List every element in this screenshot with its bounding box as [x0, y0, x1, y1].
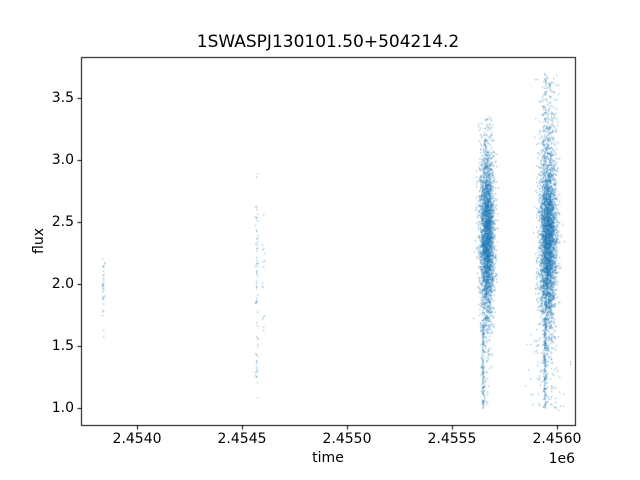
y-axis-label: flux: [31, 228, 47, 254]
y-tick-label: 2.5: [51, 214, 74, 231]
x-tick-label: 2.4545: [217, 431, 267, 447]
x-axis-offset-label: 1e6: [548, 451, 575, 467]
x-tick-label: 2.4555: [427, 431, 477, 447]
y-tick-label: 3.5: [51, 90, 74, 107]
y-tick-label: 1.5: [51, 338, 74, 355]
y-tick-label: 2.0: [51, 276, 74, 293]
y-tick-label: 1.0: [51, 400, 74, 417]
x-axis-label: time: [312, 450, 344, 466]
plot-title: 1SWASPJ130101.50+504214.2: [196, 32, 460, 52]
x-tick-label: 2.4560: [532, 431, 582, 447]
y-tick-label: 3.0: [51, 152, 74, 169]
x-tick-label: 2.4550: [322, 431, 372, 447]
x-tick-label: 2.4540: [112, 431, 162, 447]
